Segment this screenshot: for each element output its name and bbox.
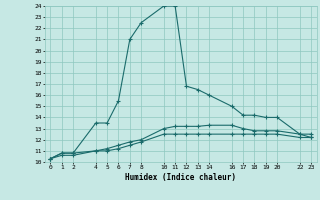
X-axis label: Humidex (Indice chaleur): Humidex (Indice chaleur) — [125, 173, 236, 182]
